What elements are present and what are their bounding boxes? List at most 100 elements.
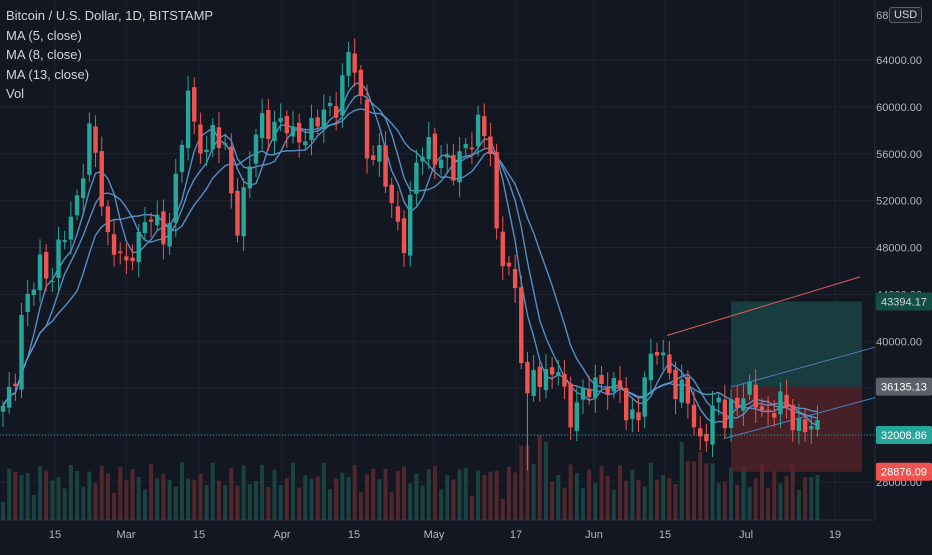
candle-body[interactable]	[636, 412, 641, 421]
candle-body[interactable]	[235, 190, 240, 236]
candle-body[interactable]	[333, 106, 339, 118]
candle-body[interactable]	[728, 399, 734, 428]
candle-body[interactable]	[352, 53, 357, 73]
candle-body[interactable]	[371, 155, 376, 160]
candle-body[interactable]	[315, 117, 320, 127]
candle-body[interactable]	[778, 391, 783, 415]
candle-body[interactable]	[31, 289, 37, 296]
candle-body[interactable]	[784, 394, 789, 408]
legend-ma13[interactable]: MA (13, close)	[6, 66, 90, 82]
candle-body[interactable]	[420, 156, 425, 162]
candle-body[interactable]	[741, 398, 746, 411]
candle-body[interactable]	[192, 87, 197, 122]
candle-body[interactable]	[562, 373, 567, 387]
candle-body[interactable]	[494, 151, 499, 229]
candle-body[interactable]	[537, 366, 542, 387]
candle-body[interactable]	[62, 240, 67, 242]
candle-body[interactable]	[284, 116, 290, 134]
candle-body[interactable]	[654, 351, 660, 356]
candle-body[interactable]	[759, 406, 765, 411]
candle-body[interactable]	[445, 154, 450, 158]
candle-body[interactable]	[241, 187, 246, 237]
candle-body[interactable]	[716, 397, 721, 403]
candle-body[interactable]	[25, 293, 30, 313]
candle-body[interactable]	[389, 184, 394, 204]
trendline-upper[interactable]	[666, 276, 861, 336]
candle-body[interactable]	[488, 136, 493, 155]
legend-symbol[interactable]: Bitcoin / U.S. Dollar, 1D, BITSTAMP	[6, 8, 214, 23]
candle-body[interactable]	[802, 419, 808, 433]
candle-body[interactable]	[68, 216, 74, 240]
candle-body[interactable]	[43, 252, 49, 279]
candle-body[interactable]	[247, 166, 252, 189]
candle-body[interactable]	[512, 269, 518, 289]
candle-body[interactable]	[136, 232, 141, 263]
candle-body[interactable]	[173, 173, 178, 223]
candle-body[interactable]	[765, 409, 771, 411]
candle-body[interactable]	[586, 388, 592, 398]
candle-body[interactable]	[74, 195, 80, 216]
candle-body[interactable]	[679, 379, 684, 403]
candle-body[interactable]	[667, 354, 672, 374]
candle-body[interactable]	[0, 405, 6, 412]
candle-body[interactable]	[105, 206, 111, 233]
candle-body[interactable]	[704, 433, 709, 442]
candle-body[interactable]	[81, 178, 86, 199]
candle-body[interactable]	[340, 75, 345, 116]
legend-ma5[interactable]: MA (5, close)	[6, 27, 82, 43]
candle-body[interactable]	[253, 134, 259, 164]
candle-body[interactable]	[37, 254, 43, 291]
candle-body[interactable]	[93, 126, 98, 153]
candle-body[interactable]	[266, 110, 271, 140]
candle-body[interactable]	[19, 314, 24, 390]
candle-body[interactable]	[463, 143, 468, 149]
candle-body[interactable]	[500, 231, 505, 267]
candle-body[interactable]	[556, 371, 561, 375]
candle-body[interactable]	[617, 380, 623, 389]
candle-body[interactable]	[642, 377, 647, 417]
candle-body[interactable]	[50, 281, 55, 283]
candle-body[interactable]	[87, 123, 92, 175]
candle-body[interactable]	[161, 211, 166, 245]
candle-body[interactable]	[753, 384, 758, 408]
candle-body[interactable]	[549, 367, 555, 375]
candle-body[interactable]	[222, 143, 228, 145]
candle-body[interactable]	[185, 90, 191, 148]
candle-body[interactable]	[691, 404, 697, 428]
candle-body[interactable]	[611, 378, 617, 392]
candle-body[interactable]	[735, 397, 740, 408]
candle-body[interactable]	[519, 287, 524, 364]
candle-body[interactable]	[408, 194, 413, 256]
candle-body[interactable]	[469, 147, 475, 150]
candle-body[interactable]	[580, 387, 586, 400]
candle-body[interactable]	[432, 133, 438, 165]
candle-body[interactable]	[272, 121, 277, 141]
candle-body[interactable]	[414, 162, 419, 194]
candle-body[interactable]	[673, 369, 678, 400]
candle-body[interactable]	[99, 151, 104, 207]
candle-body[interactable]	[13, 383, 18, 387]
candle-body[interactable]	[648, 353, 654, 381]
candle-body[interactable]	[457, 151, 462, 183]
candle-body[interactable]	[290, 126, 296, 137]
candle-body[interactable]	[623, 388, 629, 421]
candle-body[interactable]	[815, 420, 820, 430]
candle-body[interactable]	[531, 370, 536, 397]
candle-body[interactable]	[142, 222, 148, 233]
legend-ma8[interactable]: MA (8, close)	[6, 47, 82, 62]
candle-body[interactable]	[118, 251, 123, 254]
candle-body[interactable]	[259, 113, 265, 139]
candle-body[interactable]	[148, 219, 154, 222]
candle-body[interactable]	[605, 387, 610, 395]
candle-body[interactable]	[364, 99, 370, 159]
candle-body[interactable]	[482, 116, 487, 137]
candle-body[interactable]	[438, 159, 444, 168]
candle-body[interactable]	[599, 375, 604, 384]
candle-body[interactable]	[155, 214, 160, 226]
candle-body[interactable]	[401, 218, 407, 254]
candle-body[interactable]	[630, 409, 635, 419]
candle-body[interactable]	[278, 117, 283, 122]
candle-body[interactable]	[377, 145, 382, 162]
